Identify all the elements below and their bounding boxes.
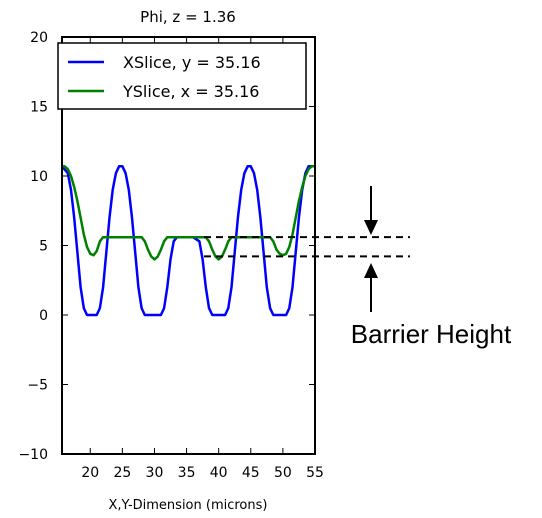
x-tick-label: 45 (242, 465, 260, 481)
x-axis-label: X,Y-Dimension (microns) (109, 498, 268, 513)
legend-label-yslice: YSlice, x = 35.16 (122, 82, 259, 101)
series-layer (61, 165, 315, 317)
x-tick-label: 35 (178, 465, 196, 481)
barrier-height-label: Barrier Height (351, 319, 512, 349)
down-arrow-icon (364, 186, 378, 235)
y-axis: −10 −5 0 5 10 15 20 (18, 30, 315, 463)
legend: XSlice, y = 35.16 YSlice, x = 35.16 (57, 42, 307, 110)
x-tick-label: 20 (81, 465, 99, 481)
y-tick-label: 20 (30, 30, 48, 46)
up-arrow-icon (364, 263, 378, 312)
y-tick-label: 10 (30, 169, 48, 185)
series-line-1 (62, 165, 315, 261)
y-tick-label: −10 (18, 447, 48, 463)
legend-label-xslice: XSlice, y = 35.16 (123, 53, 261, 72)
y-tick-label: 15 (30, 100, 48, 116)
x-tick-label: 40 (210, 465, 228, 481)
x-tick-label: 30 (146, 465, 164, 481)
y-tick-label: 0 (39, 308, 48, 324)
barrier-height-annotation: Barrier Height (204, 186, 512, 349)
y-tick-label: −5 (27, 378, 48, 394)
x-tick-label: 50 (274, 465, 292, 481)
chart-title: Phi, z = 1.36 (140, 8, 236, 26)
y-tick-label: 5 (39, 239, 48, 255)
legend-box (57, 42, 307, 110)
x-axis: 20 25 30 35 40 45 50 55 (81, 37, 324, 481)
x-tick-label: 55 (306, 465, 324, 481)
x-tick-label: 25 (113, 465, 131, 481)
